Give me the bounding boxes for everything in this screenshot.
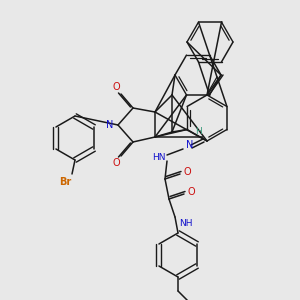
Text: N: N [186, 140, 194, 150]
Text: O: O [112, 82, 120, 92]
Text: O: O [112, 158, 120, 168]
Text: Br: Br [59, 177, 71, 187]
Text: N: N [106, 120, 114, 130]
Text: H: H [196, 127, 202, 136]
Text: NH: NH [179, 218, 193, 227]
Text: O: O [187, 187, 195, 197]
Text: HN: HN [152, 152, 166, 161]
Text: O: O [183, 167, 191, 177]
